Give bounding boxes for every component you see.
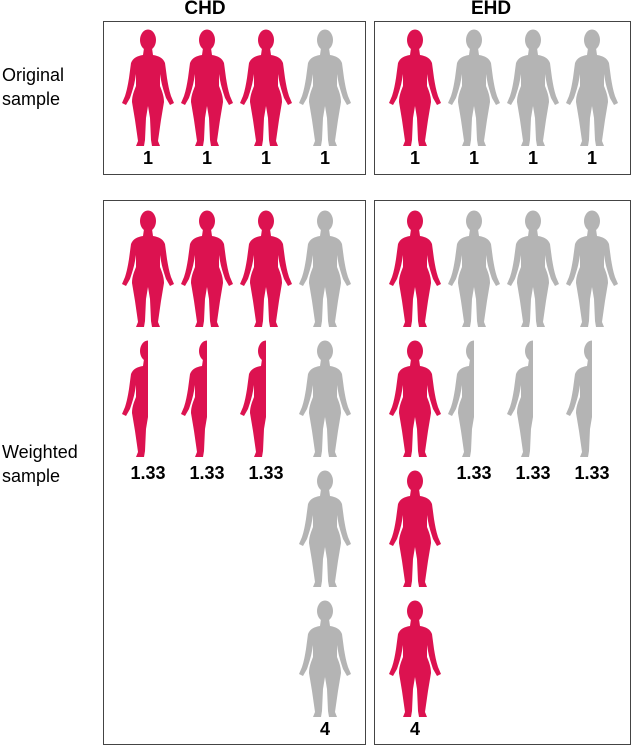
person-icon bbox=[297, 599, 353, 719]
person-icon bbox=[387, 599, 443, 719]
person-icon bbox=[179, 28, 235, 148]
weight-label: 1 bbox=[142, 148, 153, 168]
weight-label: 1.33 bbox=[574, 463, 610, 483]
panel-chd-weighted: 1.33 1.33 1.33 4 bbox=[103, 200, 366, 745]
person-partial-icon bbox=[564, 339, 620, 459]
person-icon bbox=[120, 28, 176, 148]
person-icon bbox=[387, 28, 443, 148]
person-icon bbox=[238, 28, 294, 148]
person-icon bbox=[238, 209, 294, 329]
person-icon bbox=[297, 209, 353, 329]
weight-label: 1.33 bbox=[130, 463, 166, 483]
person-icon bbox=[297, 469, 353, 589]
row-label-original: Original sample bbox=[2, 65, 65, 109]
row-label-weighted: Weighted sample bbox=[2, 442, 78, 486]
weight-label: 4 bbox=[409, 719, 420, 739]
person-icon bbox=[179, 209, 235, 329]
person-icon bbox=[387, 469, 443, 589]
column-header-ehd: EHD bbox=[470, 0, 512, 19]
panel-ehd-weighted: 1.33 1.33 1.33 4 bbox=[374, 200, 631, 745]
person-icon bbox=[564, 28, 620, 148]
person-icon bbox=[387, 339, 443, 459]
weight-label: 1.33 bbox=[248, 463, 284, 483]
column-header-chd: CHD bbox=[184, 0, 226, 19]
person-icon bbox=[387, 209, 443, 329]
weight-label: 1.33 bbox=[189, 463, 225, 483]
weight-label: 4 bbox=[319, 719, 330, 739]
person-icon bbox=[446, 209, 502, 329]
weight-label: 1 bbox=[319, 148, 330, 168]
person-icon bbox=[297, 339, 353, 459]
weight-label: 1.33 bbox=[456, 463, 492, 483]
weight-label: 1 bbox=[468, 148, 479, 168]
weight-label: 1 bbox=[201, 148, 212, 168]
person-partial-icon bbox=[238, 339, 294, 459]
person-partial-icon bbox=[446, 339, 502, 459]
person-icon bbox=[446, 28, 502, 148]
weight-label: 1 bbox=[409, 148, 420, 168]
weight-label: 1.33 bbox=[515, 463, 551, 483]
person-icon bbox=[564, 209, 620, 329]
person-partial-icon bbox=[179, 339, 235, 459]
person-icon bbox=[120, 209, 176, 329]
panel-ehd-original: 1 1 1 1 bbox=[374, 21, 631, 175]
weight-label: 1 bbox=[527, 148, 538, 168]
panel-chd-original: 1 1 1 1 bbox=[103, 21, 366, 175]
person-partial-icon bbox=[505, 339, 561, 459]
weight-label: 1 bbox=[260, 148, 271, 168]
weight-label: 1 bbox=[586, 148, 597, 168]
person-icon bbox=[505, 28, 561, 148]
person-icon bbox=[505, 209, 561, 329]
person-icon bbox=[297, 28, 353, 148]
person-partial-icon bbox=[120, 339, 176, 459]
